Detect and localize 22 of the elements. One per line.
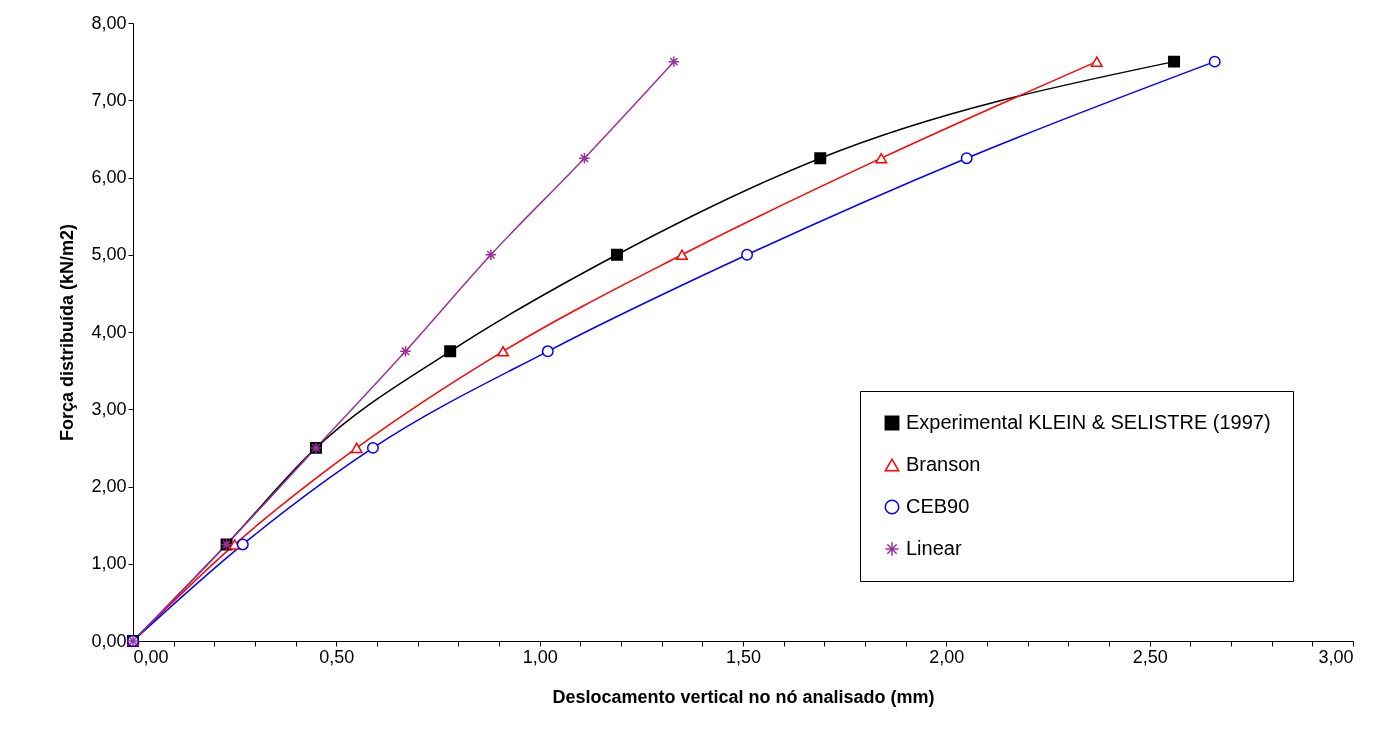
x-tick-label: 0,00 (133, 646, 169, 667)
x-axis-title: Deslocamento vertical no nó analisado (mm) (552, 686, 935, 707)
y-tick-label: 5,00 (91, 244, 127, 265)
x-tick-label: 0,50 (319, 646, 355, 667)
legend-label: CEB90 (906, 495, 970, 517)
y-axis-title: Força distribuída (kN/m2) (57, 223, 78, 442)
legend-label: Branson (906, 453, 981, 475)
x-tick-label: 1,00 (522, 646, 558, 667)
x-tick-label: 1,50 (725, 646, 762, 667)
x-tick-label: 2,50 (1132, 646, 1168, 667)
legend-label: Linear (906, 537, 962, 559)
y-tick-label: 0,00 (91, 630, 127, 651)
y-tick-label: 6,00 (91, 167, 127, 187)
y-tick-label: 7,00 (91, 89, 127, 110)
y-tick-label: 2,00 (91, 476, 127, 496)
legend-label: Experimental KLEIN & SELISTRE (1997) (906, 411, 1271, 433)
x-tick-label: 3,00 (1318, 646, 1354, 667)
y-tick-label: 8,00 (91, 12, 127, 33)
y-tick-label: 1,00 (91, 553, 127, 574)
y-tick-label: 3,00 (91, 398, 127, 419)
y-tick-label: 4,00 (91, 321, 127, 342)
x-tick-label: 2,00 (929, 646, 965, 667)
